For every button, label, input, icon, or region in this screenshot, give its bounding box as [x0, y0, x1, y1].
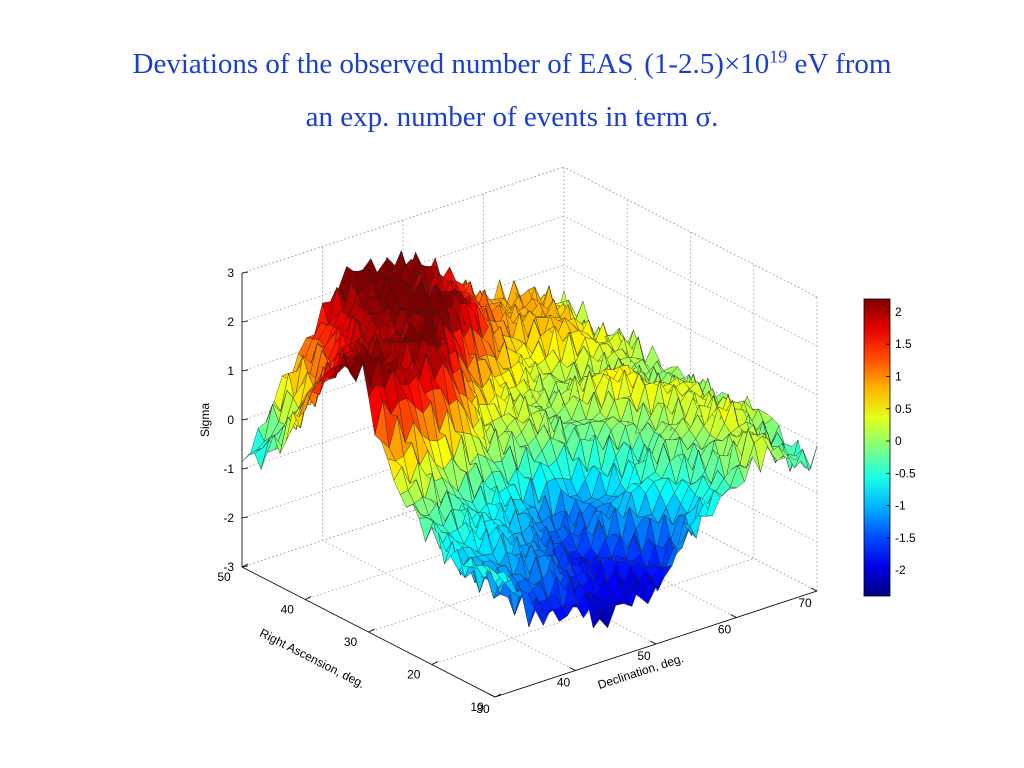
grid-line — [241, 460, 565, 568]
x-tick-mark — [730, 614, 737, 618]
grid-line — [563, 264, 818, 396]
z-tick-label: 1 — [227, 364, 234, 378]
surface-mesh — [241, 250, 818, 629]
z-tick-label: 0 — [227, 413, 234, 427]
title-line-2: an exp. number of events in term σ. — [305, 100, 719, 133]
z-tick-mark — [241, 320, 249, 323]
x-tick-label: 50 — [637, 649, 651, 663]
x-tick-label: 40 — [557, 676, 571, 690]
surface-cell — [802, 446, 818, 472]
colorbar-gradient — [863, 298, 891, 597]
surface-cell — [418, 517, 434, 543]
z-tick-label: -3 — [223, 560, 234, 574]
x-tick-label: 60 — [718, 623, 732, 637]
surface-plot: 30405060701020304050-3-2-10123Declinatio… — [198, 166, 916, 716]
box-edge — [563, 166, 818, 298]
y-tick-label: 20 — [407, 668, 421, 682]
z-axis-label: Sigma — [198, 403, 212, 437]
z-tick-label: 2 — [227, 315, 234, 329]
title-part-c: eV from — [787, 48, 892, 80]
title-part-a: Deviations of the observed number of EAS — [132, 48, 634, 80]
y-tick-mark — [368, 628, 375, 633]
y-tick-mark — [431, 661, 438, 665]
title-line-1: Deviations of the observed number of EAS… — [0, 44, 1024, 97]
y-tick-label: 40 — [281, 603, 295, 617]
y-tick-label: 10 — [470, 700, 484, 714]
y-tick-label: 50 — [217, 570, 231, 584]
z-tick-label: -1 — [223, 462, 234, 476]
z-tick-mark — [241, 418, 249, 421]
colorbar-tick-label: 0 — [895, 434, 902, 448]
y-tick-mark — [494, 693, 502, 698]
z-tick-label: -2 — [223, 511, 234, 525]
colorbar-tick-label: 1 — [895, 369, 902, 383]
x-tick-label: 30 — [476, 702, 490, 716]
z-tick-mark — [241, 565, 249, 568]
colorbar-tick-label: -0.5 — [895, 466, 916, 480]
z-tick-mark — [241, 369, 249, 372]
z-tick-mark — [241, 467, 249, 470]
colorbar-tick-label: -1.5 — [895, 531, 916, 545]
colorbar-tick-label: 1.5 — [895, 337, 912, 351]
x-tick-mark — [569, 667, 576, 671]
title-exponent: 19 — [769, 46, 788, 67]
y-tick-label: 30 — [344, 635, 358, 649]
box-edge — [241, 166, 565, 274]
title-dot: . — [633, 68, 637, 84]
grid-line — [563, 215, 818, 347]
colorbar-tick-label: -1 — [895, 499, 906, 513]
colorbar: 2 1.5 1 0.5 0 -0.5 -1 -1.5 -2 — [863, 298, 916, 597]
colorbar-tick-label: 2 — [895, 305, 902, 319]
grid-line — [322, 540, 576, 671]
z-tick-mark — [241, 271, 249, 274]
x-tick-mark — [488, 693, 496, 698]
title-part-b: (1-2.5)×10 — [636, 48, 770, 80]
x-tick-mark — [649, 640, 657, 645]
x-tick-mark — [810, 587, 818, 592]
colorbar-tick-label: 0.5 — [895, 402, 912, 416]
colorbar-tick-label: -2 — [895, 563, 906, 577]
z-tick-label: 3 — [227, 266, 234, 280]
z-tick-mark — [241, 516, 249, 519]
x-tick-label: 70 — [798, 596, 812, 610]
chart-title: Deviations of the observed number of EAS… — [0, 44, 1024, 137]
y-tick-mark — [305, 596, 312, 600]
